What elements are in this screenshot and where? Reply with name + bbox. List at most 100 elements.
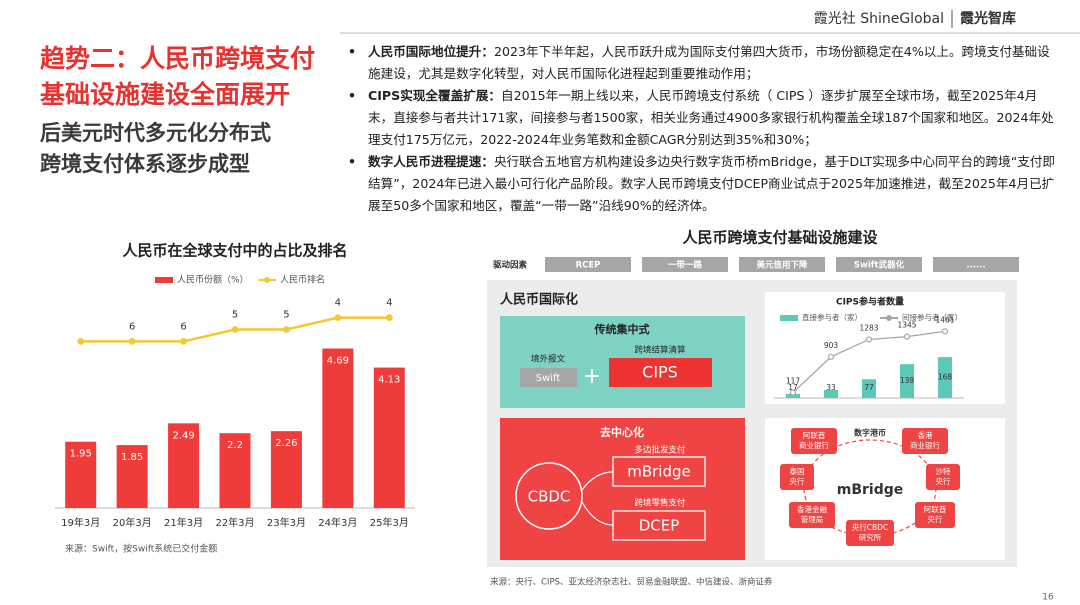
ring-node-label: 香港金融 xyxy=(797,504,827,514)
bar xyxy=(270,431,302,508)
bar xyxy=(938,357,952,398)
ring-node xyxy=(780,464,814,490)
node-label: DCEP xyxy=(639,517,680,535)
driver-box xyxy=(836,257,922,272)
legend-swatch xyxy=(155,277,173,283)
ring-node-label: 商业银行 xyxy=(799,440,829,450)
line-point xyxy=(903,333,911,340)
driver-box xyxy=(933,257,1019,272)
line-point xyxy=(283,326,290,333)
driver-box xyxy=(739,257,825,272)
brand: 霞光社 ShineGlobal xyxy=(814,11,944,27)
box-title: 去中心化 xyxy=(600,425,644,439)
driver-label: 一带一路 xyxy=(668,260,703,271)
legend-label: 间接参与者（家） xyxy=(902,312,962,322)
bullet-text: 央行联合五地官方机构建设多边央行数字货币桥mBridge，基于DLT实现多中心同… xyxy=(368,154,1056,213)
data-label: 1283 xyxy=(859,323,878,332)
ring-node-label: 央行 xyxy=(790,476,805,486)
node-box xyxy=(612,510,706,541)
driver-label: Swift武器化 xyxy=(854,260,905,271)
data-label: 139 xyxy=(900,376,915,385)
decentralized-box xyxy=(500,418,745,560)
data-label: 6 xyxy=(129,321,135,332)
title-line: 趋势二：人民币跨境支付 xyxy=(40,44,315,73)
ring-node xyxy=(791,428,837,454)
x-tick-label: 23年3月 xyxy=(267,516,306,529)
ring-node xyxy=(926,464,960,490)
data-label: 5 xyxy=(283,310,289,321)
node-label: Swift xyxy=(536,373,561,384)
data-label: 4 xyxy=(386,298,392,309)
line-point xyxy=(128,338,136,345)
ring-node-label: 央行 xyxy=(928,514,943,524)
bullet: 人民币国际地位提升：2023年下半年起，人民币跃升成为国际支付第四大货币，市场份… xyxy=(346,41,1058,85)
line-point xyxy=(941,328,949,335)
bar xyxy=(322,348,354,508)
ring-top: 数字港币 xyxy=(854,428,886,438)
data-label: 903 xyxy=(824,341,839,350)
title-line: 基础设施建设全面展开 xyxy=(40,80,290,109)
data-label: 4 xyxy=(335,298,341,309)
x-tick-label: 25年3月 xyxy=(370,516,409,529)
legend-label: 直接参与者（家） xyxy=(802,312,862,322)
ring-center: mBridge xyxy=(837,482,904,498)
bar xyxy=(900,364,914,398)
legend-swatch xyxy=(886,315,892,321)
bullet-label: 数字人民币进程提速： xyxy=(368,154,494,169)
data-label: 4.13 xyxy=(378,375,400,386)
x-tick-label: 19年3月 xyxy=(61,516,100,529)
data-label: 117 xyxy=(786,377,801,386)
connector xyxy=(581,501,614,526)
connector xyxy=(581,471,614,491)
data-label: 2.2 xyxy=(227,440,243,451)
data-label: 1.85 xyxy=(121,452,143,463)
node-label: CIPS xyxy=(642,363,678,382)
x-tick-label: 21年3月 xyxy=(164,516,203,529)
x-tick-label: 24年3月 xyxy=(318,516,357,529)
node-caption: 境外报文 xyxy=(531,354,566,365)
legend-label: 人民币份额（%） xyxy=(177,274,249,286)
bar xyxy=(862,379,876,398)
data-label: 77 xyxy=(864,383,874,392)
line-point xyxy=(865,336,873,343)
data-label: 1461 xyxy=(935,315,954,324)
subtitle-line: 跨境支付体系逐步成型 xyxy=(40,152,250,176)
panel-title: 人民币国际化 xyxy=(500,292,578,308)
ring-node-label: 央行CBDC xyxy=(852,522,888,532)
ring-node-label: 阿联酋 xyxy=(924,504,947,514)
x-tick-label: 20年3月 xyxy=(113,516,152,529)
plus: + xyxy=(583,364,601,389)
bullet: 数字人民币进程提速：央行联合五地官方机构建设多边央行数字货币桥mBridge，基… xyxy=(346,151,1058,217)
node-box xyxy=(520,368,577,387)
driver-box xyxy=(545,257,631,272)
line-point xyxy=(334,314,342,322)
mini-chart-bg xyxy=(765,292,1005,404)
drivers-label: 驱动因素 xyxy=(493,260,528,271)
data-label: 5 xyxy=(232,310,238,321)
line-point xyxy=(231,326,239,333)
node-label: mBridge xyxy=(627,463,691,481)
driver-label: 美元信用下降 xyxy=(756,260,808,271)
ring-node-label: 商业银行 xyxy=(910,440,940,450)
bullet-label: 人民币国际地位提升： xyxy=(368,44,494,59)
data-label: 6 xyxy=(180,321,186,332)
ring-node-label: 管理局 xyxy=(801,514,824,524)
ring-node xyxy=(846,520,894,546)
bullet-text: 2023年下半年起，人民币跃升成为国际支付第四大货币，市场份额稳定在4%以上。跨… xyxy=(368,44,1050,81)
bar xyxy=(786,393,800,398)
data-label: 2.26 xyxy=(275,438,297,449)
bullet-list: 人民币国际地位提升：2023年下半年起，人民币跃升成为国际支付第四大货币，市场份… xyxy=(346,41,1058,217)
brand-sub: 霞光智库 xyxy=(960,10,1016,27)
bar xyxy=(168,423,200,508)
driver-box xyxy=(642,257,728,272)
subtitle-line: 后美元时代多元化分布式 xyxy=(40,121,271,145)
ring-node xyxy=(789,502,835,528)
line-point xyxy=(789,389,797,396)
bullet-label: CIPS实现全覆盖扩展： xyxy=(368,88,501,103)
legend-label: 人民币排名 xyxy=(280,274,325,286)
bar xyxy=(116,445,148,508)
line-point xyxy=(77,338,85,345)
driver-label: ...... xyxy=(966,261,985,271)
